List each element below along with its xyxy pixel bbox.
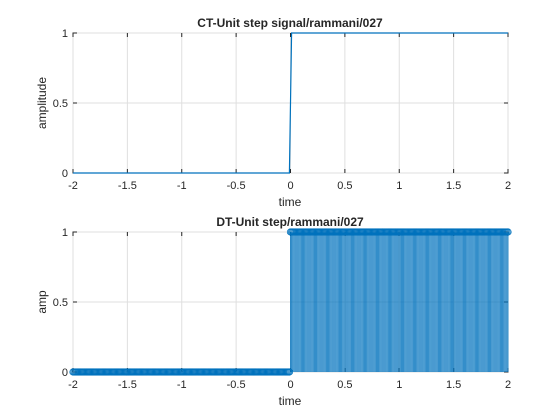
ct-ylabel: amplitude (35, 77, 49, 129)
ct-xtick-label: 1 (396, 180, 402, 192)
dt-xtick-label: 1.5 (446, 379, 461, 391)
ct-series-line (73, 32, 508, 174)
dt-xtick-label: -2 (68, 379, 78, 391)
ct-xlabel: time (279, 195, 302, 209)
ct-ticks: -2 -1.5 -1 -0.5 0 0.5 1 1.5 2 0 0.5 1 (53, 28, 511, 192)
dt-xtick-label: -1.5 (118, 379, 137, 391)
dt-xtick-label: 1 (396, 379, 402, 391)
dt-xtick-label: 0 (287, 379, 293, 391)
ct-xtick-label: -1 (177, 180, 187, 192)
dt-ticks: -2 -1.5 -1 -0.5 0 0.5 1 1.5 2 0 0.5 1 (53, 227, 511, 391)
dt-stem-marker (504, 228, 512, 236)
dt-ylabel: amp (35, 290, 49, 314)
ct-xtick-label: -1.5 (118, 180, 137, 192)
ct-xtick-label: 0.5 (337, 180, 352, 192)
dt-ytick-label: 1 (62, 227, 68, 239)
ct-xtick-label: 2 (505, 180, 511, 192)
dt-xtick-label: 0.5 (337, 379, 352, 391)
ct-xtick-label: -2 (68, 180, 78, 192)
dt-xtick-label: -1 (177, 379, 187, 391)
ct-series (73, 32, 508, 174)
ct-ytick-label: 0 (62, 168, 68, 180)
dt-xlabel: time (279, 394, 302, 408)
dt-ytick-label: 0 (62, 367, 68, 379)
dt-ytick-label: 0.5 (53, 297, 68, 309)
dt-xtick-label: 2 (505, 379, 511, 391)
dt-series (69, 228, 512, 376)
ct-xtick-label: 0 (287, 180, 293, 192)
ct-ytick-label: 0.5 (53, 98, 68, 110)
dt-xtick-label: -0.5 (227, 379, 246, 391)
ct-xtick-label: -0.5 (227, 180, 246, 192)
ct-xtick-label: 1.5 (446, 180, 461, 192)
ct-title: CT-Unit step signal/rammani/027 (197, 16, 383, 30)
ct-ytick-label: 1 (62, 28, 68, 40)
subplot-dt: DT-Unit step/rammani/027 -2 -1.5 -1 -0.5 0 0.… (35, 215, 512, 408)
dt-title: DT-Unit step/rammani/027 (216, 215, 364, 229)
subplot-ct: CT-Unit step signal/rammani/027 -2 -1.5 -1… (35, 16, 511, 209)
